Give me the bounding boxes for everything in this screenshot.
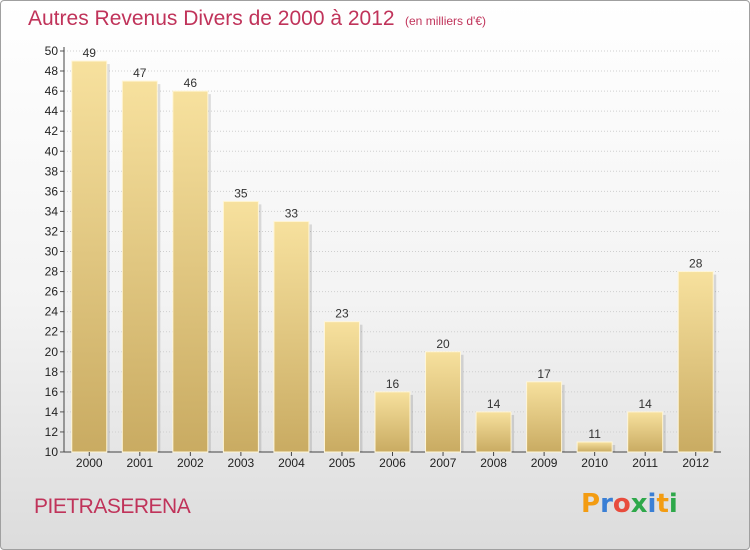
y-tick-label: 14 (45, 405, 59, 419)
logo-letter: o (612, 489, 631, 519)
y-tick-label: 32 (45, 224, 59, 238)
x-tick-label: 2009 (531, 456, 558, 470)
y-tick-label: 20 (45, 345, 59, 359)
y-tick-label: 38 (45, 164, 59, 178)
logo-letter: r (600, 489, 613, 519)
y-tick-label: 44 (45, 104, 59, 118)
value-label: 16 (386, 377, 400, 391)
value-label: 14 (639, 397, 653, 411)
value-label: 11 (588, 427, 601, 441)
chart-title: Autres Revenus Divers de 2000 à 2012 (28, 7, 395, 30)
y-tick-label: 46 (45, 84, 59, 98)
bar (475, 411, 512, 453)
value-labels: 49 47 46 35 33 23 16 20 14 17 11 14 28 (83, 46, 703, 441)
bar (71, 60, 108, 453)
value-label: 17 (537, 367, 551, 381)
y-tick-label: 12 (45, 425, 59, 439)
value-label: 47 (133, 66, 147, 80)
x-tick-label: 2005 (329, 456, 356, 470)
bar (273, 220, 310, 453)
x-tick-label: 2010 (581, 456, 608, 470)
logo-letter: P (581, 489, 601, 519)
y-tick-label: 48 (45, 64, 59, 78)
chart-unit: (en milliers d'€) (405, 14, 486, 28)
bar (222, 200, 259, 453)
y-tick-label: 26 (45, 285, 59, 299)
bar (172, 90, 209, 453)
x-tick-label: 2006 (379, 456, 406, 470)
y-tick-label: 40 (45, 144, 59, 158)
x-tick-label: 2008 (480, 456, 507, 470)
y-tick-label: 22 (45, 325, 59, 339)
y-tick-label: 24 (45, 305, 59, 319)
value-label: 46 (184, 76, 198, 90)
x-tick-label: 2004 (278, 456, 305, 470)
x-tick-label: 2012 (682, 456, 709, 470)
y-tick-label: 36 (45, 184, 59, 198)
bars (71, 60, 717, 453)
logo-letter: i (647, 489, 657, 519)
y-tick-label: 16 (45, 385, 59, 399)
value-label: 49 (83, 46, 97, 60)
value-label: 20 (436, 337, 450, 351)
value-label: 33 (285, 206, 299, 220)
x-tick-label: 2007 (430, 456, 457, 470)
logo-letter: t (656, 489, 669, 519)
y-tick-label: 34 (45, 204, 59, 218)
proxiti-logo: Proxiti (581, 489, 678, 519)
logo-letter: i (668, 489, 678, 519)
bar (526, 381, 563, 453)
bar (374, 391, 411, 453)
axes (63, 47, 721, 453)
y-tick-label: 18 (45, 365, 59, 379)
y-tick-label: 10 (45, 445, 59, 459)
bar (425, 351, 462, 453)
commune-name: PIETRASERENA (34, 495, 191, 518)
x-tick-label: 2001 (126, 456, 153, 470)
y-tick-label: 42 (45, 124, 59, 138)
logo-letter: x (630, 489, 648, 519)
bar (121, 80, 158, 453)
x-tick-labels: 2000 2001 2002 2003 2004 2005 2006 2007 2008 2009… (76, 452, 709, 470)
bar (323, 321, 360, 453)
bar (576, 441, 613, 453)
x-tick-label: 2000 (76, 456, 103, 470)
bar (677, 271, 714, 453)
y-tick-label: 28 (45, 265, 59, 279)
y-tick-label: 30 (45, 245, 59, 259)
value-label: 23 (335, 307, 349, 321)
value-label: 28 (689, 257, 703, 271)
value-label: 14 (487, 397, 501, 411)
x-tick-label: 2011 (632, 456, 658, 470)
y-tick-label: 50 (45, 44, 59, 58)
y-tick-labels: 10 12 14 16 18 20 22 24 26 28 30 32 34 36 38 40 42 44 46 48… (45, 44, 59, 459)
x-tick-label: 2002 (177, 456, 204, 470)
x-tick-label: 2003 (228, 456, 255, 470)
grid-lines (60, 50, 721, 453)
bar (627, 411, 664, 453)
chart-header: Autres Revenus Divers de 2000 à 2012 (en… (28, 7, 486, 31)
value-label: 35 (234, 186, 248, 200)
